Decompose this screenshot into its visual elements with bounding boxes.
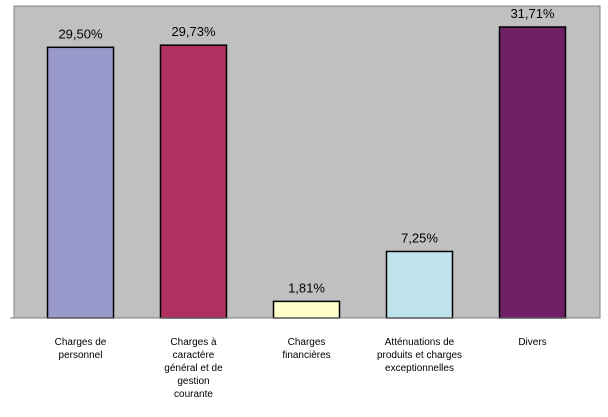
category-label-line: Charges bbox=[288, 337, 326, 348]
category-labels-layer: Charges de personnel Charges à caractère gén… bbox=[55, 337, 547, 400]
category-label-2: Charges à caractère général et de gestion co… bbox=[164, 337, 223, 400]
category-label-line: exceptionnelles bbox=[385, 363, 454, 374]
category-label-line: Charges de bbox=[55, 337, 107, 348]
data-label-3: 1,81% bbox=[288, 280, 325, 295]
category-label-line: Divers bbox=[518, 337, 546, 348]
category-label-line: gestion bbox=[177, 376, 209, 387]
category-label-line: Atténuations de bbox=[385, 337, 455, 348]
data-label-1: 29,50% bbox=[58, 26, 103, 41]
category-label-line: personnel bbox=[59, 350, 103, 361]
category-label-line: financières bbox=[282, 350, 330, 361]
category-label-4: Atténuations de produits et charges except… bbox=[377, 337, 462, 374]
category-label-line: courante bbox=[174, 389, 213, 400]
category-label-5: Divers bbox=[518, 337, 546, 348]
category-label-3: Charges financières bbox=[282, 337, 330, 361]
bar-4 bbox=[385, 250, 454, 319]
data-label-5: 31,71% bbox=[510, 6, 555, 21]
data-label-4: 7,25% bbox=[401, 230, 438, 245]
value-labels-layer: 29,50% 29,73% 1,81% 7,25% 31,71% bbox=[58, 6, 555, 295]
bars-layer bbox=[46, 26, 567, 319]
category-label-line: produits et charges bbox=[377, 350, 462, 361]
bar-5 bbox=[498, 26, 567, 319]
category-label-line: général et de bbox=[164, 363, 223, 374]
data-label-2: 29,73% bbox=[171, 24, 216, 39]
bar-1 bbox=[46, 46, 115, 319]
bar-2 bbox=[159, 44, 228, 319]
category-label-line: caractère bbox=[173, 350, 215, 361]
bar-3 bbox=[272, 300, 341, 319]
category-label-line: Charges à bbox=[170, 337, 217, 348]
category-label-1: Charges de personnel bbox=[55, 337, 107, 361]
